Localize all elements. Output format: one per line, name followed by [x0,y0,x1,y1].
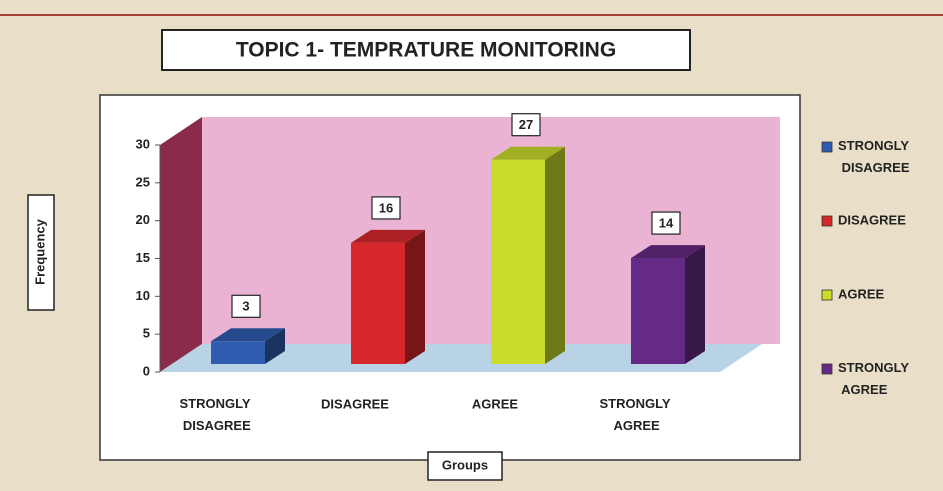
value-label-box [231,294,261,318]
x-axis-label: Groups [442,457,488,472]
y-label-box [27,194,55,311]
y-tick-label: 15 [136,250,150,265]
bar-side [685,245,705,364]
bar [631,258,685,364]
value-label-box [651,211,681,235]
x-tick-label: DISAGREE [321,396,389,411]
legend-label: DISAGREE [838,212,906,227]
bar [351,242,405,364]
value-label-box [371,196,401,220]
bar-top [351,229,425,243]
side-wall [160,117,202,372]
value-label: 14 [659,216,674,231]
value-label: 3 [242,299,249,314]
y-tick-label: 20 [136,212,150,227]
y-tick-label: 30 [136,136,150,151]
bar-top [491,146,565,160]
x-label-box [427,451,503,481]
legend-swatch [821,141,833,153]
chart-title: TOPIC 1- TEMPRATURE MONITORING [236,39,616,62]
bar-side [265,328,285,364]
x-tick-label: STRONGLY DISAGREE [179,396,251,433]
bar [491,159,545,364]
legend-label: STRONGLY DISAGREE [838,138,910,175]
value-label-box [511,113,541,137]
bar-top [631,245,705,259]
legend-swatch [821,363,833,375]
bar-top [211,328,285,342]
value-label: 16 [379,200,393,215]
legend-swatch [821,215,833,227]
floor [160,344,762,372]
y-tick-label: 10 [136,288,150,303]
legend-label: STRONGLY AGREE [838,360,909,397]
bar [211,341,265,364]
bar-side [405,229,425,364]
x-tick-label: AGREE [472,396,519,411]
legend-swatch [821,289,833,301]
legend-label: AGREE [838,286,885,301]
bar-side [545,146,565,364]
y-tick-label: 25 [136,174,150,189]
value-label: 27 [519,117,533,132]
y-tick-label: 5 [143,326,150,341]
y-axis-label: Frequency [32,218,47,285]
x-tick-label: STRONGLY AGREE [599,396,670,433]
y-tick-label: 0 [143,363,150,378]
title-box [161,29,691,71]
